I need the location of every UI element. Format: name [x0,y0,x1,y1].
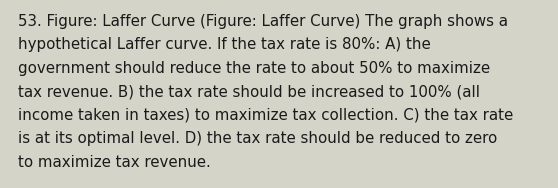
Text: 53. Figure: Laffer Curve (Figure: Laffer Curve) The graph shows a: 53. Figure: Laffer Curve (Figure: Laffer… [18,14,508,29]
Text: government should reduce the rate to about 50% to maximize: government should reduce the rate to abo… [18,61,490,76]
Text: hypothetical Laffer curve. If the tax rate is 80%: A) the: hypothetical Laffer curve. If the tax ra… [18,37,431,52]
Text: income taken in taxes) to maximize tax collection. C) the tax rate: income taken in taxes) to maximize tax c… [18,108,513,123]
Text: is at its optimal level. D) the tax rate should be reduced to zero: is at its optimal level. D) the tax rate… [18,131,497,146]
Text: to maximize tax revenue.: to maximize tax revenue. [18,155,211,170]
Text: tax revenue. B) the tax rate should be increased to 100% (all: tax revenue. B) the tax rate should be i… [18,84,480,99]
